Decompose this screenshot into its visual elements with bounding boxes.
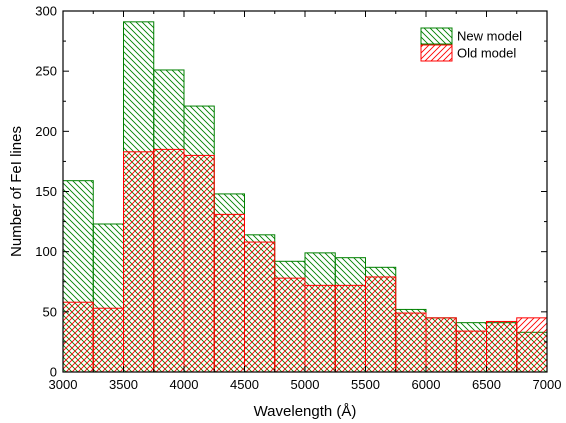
old-model-bar-1 [92,307,124,373]
old-model-bar-9 [334,284,366,373]
y-tick-label-5: 250 [35,64,57,79]
old-model-bar-3 [153,148,185,373]
x-tick-label-8: 7000 [533,377,562,392]
old-model-bar-8 [304,284,336,373]
legend-swatch-1 [420,44,453,62]
old-model-bar-2 [123,151,155,373]
y-tick-label-3: 150 [35,184,57,199]
y-tick-label-0: 0 [50,365,57,380]
x-tick-label-2: 4000 [170,377,199,392]
old-model-bar-14 [486,320,518,373]
y-tick-label-6: 300 [35,4,57,19]
old-model-bar-5 [213,213,245,373]
old-model-bar-0 [62,301,94,373]
y-axis-title: Number of FeI lines [8,126,25,257]
y-tick-label-4: 200 [35,124,57,139]
old-model-bar-13 [455,330,487,373]
x-tick-label-3: 4500 [230,377,259,392]
old-model-bar-15 [516,317,548,373]
old-model-bar-12 [425,317,457,373]
old-model-bar-6 [244,241,276,373]
plot-area [62,21,548,373]
legend: New model Old model [420,27,522,62]
axes: 3000 3500 4000 4500 5000 5500 6000 6500 7000 0 50 1… [35,4,561,393]
old-model-bar-10 [365,276,397,373]
legend-label-0: New model [457,29,522,44]
x-tick-label-4: 5000 [291,377,320,392]
y-tick-label-2: 100 [35,244,57,259]
x-tick-label-5: 5500 [351,377,380,392]
x-tick-label-6: 6000 [412,377,441,392]
old-model-bar-11 [395,312,427,373]
old-model-bar-4 [183,154,215,373]
legend-swatch-0 [420,27,453,45]
old-model-bar-7 [274,277,306,373]
y-tick-label-1: 50 [43,304,57,319]
legend-label-1: Old model [457,46,516,61]
x-tick-label-0: 3000 [49,377,78,392]
x-tick-label-1: 3500 [109,377,138,392]
x-tick-label-7: 6500 [472,377,501,392]
x-axis-title: Wavelength (Å) [254,403,357,420]
